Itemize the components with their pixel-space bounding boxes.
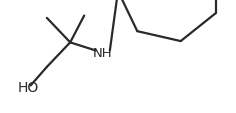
Text: NH: NH [93,47,113,60]
Text: HO: HO [18,80,39,94]
